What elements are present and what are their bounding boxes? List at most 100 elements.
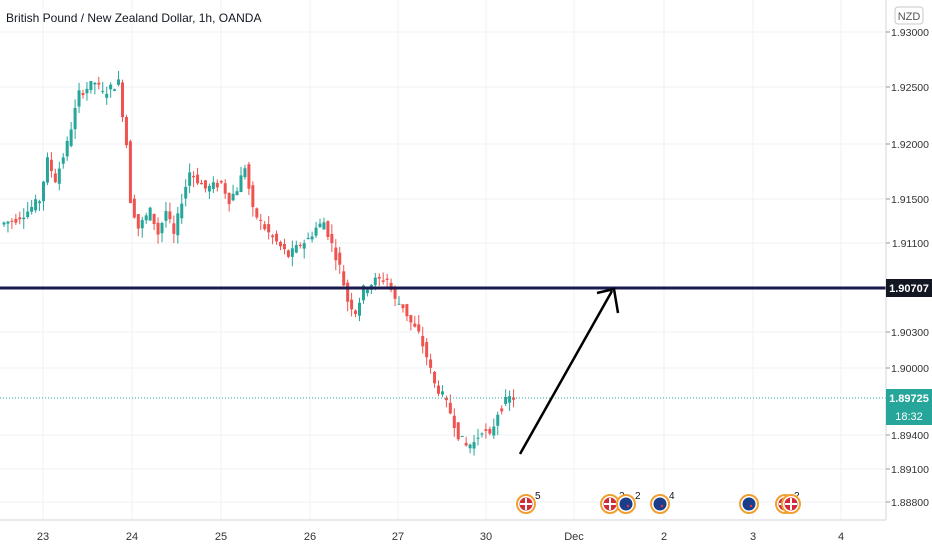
candle-body: [168, 211, 172, 220]
candle-body: [342, 271, 346, 286]
level-price-label: 1.90707: [889, 283, 929, 295]
candle-body: [203, 180, 207, 189]
currency-badge-label: NZD: [898, 11, 921, 23]
candle-body: [219, 180, 223, 183]
candle-body: [136, 214, 140, 229]
candle-body: [81, 93, 85, 96]
time-tick-label: 24: [126, 531, 138, 543]
candle-body: [385, 278, 389, 280]
candle-body: [160, 222, 164, 234]
countdown-label: 18:32: [895, 411, 923, 423]
candle-body: [263, 224, 267, 230]
price-tick-label: 1.90300: [891, 327, 929, 339]
candle-body: [365, 289, 369, 294]
nz-flag-icon[interactable]: [650, 494, 670, 514]
candle-body: [18, 217, 22, 220]
candle-body: [484, 429, 488, 431]
candle-body: [180, 203, 184, 219]
arrow-head-icon: [596, 287, 620, 314]
events-row[interactable]: 52242: [516, 491, 801, 514]
candle-body: [405, 304, 409, 317]
time-tick-label: 27: [392, 531, 404, 543]
time-tick-label: 25: [215, 531, 227, 543]
price-axis-bg: [886, 0, 932, 520]
candle-body: [42, 181, 45, 202]
candle-body: [156, 222, 160, 235]
candle-body: [361, 285, 365, 301]
projection-arrow[interactable]: [518, 290, 614, 455]
time-tick-label: Dec: [564, 531, 584, 543]
candle-body: [393, 287, 397, 299]
candle-body: [310, 236, 314, 240]
candle-body: [429, 359, 433, 368]
candle-body: [38, 201, 42, 204]
candle-body: [73, 107, 77, 130]
candle-body: [286, 250, 290, 257]
price-tick-label: 1.91500: [891, 194, 929, 206]
grid-layer: [0, 0, 886, 520]
candle-body: [417, 324, 421, 332]
candle-body: [508, 396, 512, 403]
candle-body: [282, 243, 286, 250]
chart-title: British Pound / New Zealand Dollar, 1h, …: [6, 11, 261, 25]
candle-body: [389, 282, 393, 290]
candle-body: [243, 168, 247, 178]
candle-body: [464, 442, 468, 446]
candle-body: [334, 247, 338, 261]
price-tick-label: 1.89100: [891, 464, 929, 476]
gb-flag-icon[interactable]: [600, 494, 620, 514]
candle-body: [200, 182, 203, 185]
candle-body: [271, 235, 275, 238]
candle-body: [512, 397, 516, 400]
nz-flag-icon[interactable]: [739, 494, 759, 514]
candle-body: [30, 206, 34, 212]
candle-body: [65, 140, 69, 157]
candle-body: [113, 89, 117, 91]
candle-body: [259, 219, 263, 221]
price-tick-label: 1.91100: [892, 238, 929, 250]
candle-body: [318, 223, 322, 228]
candle-body: [235, 191, 239, 196]
candle-body: [2, 222, 6, 225]
candle-body: [57, 168, 61, 184]
candle-body: [61, 157, 65, 164]
last-price-tag: [886, 389, 932, 425]
time-axis[interactable]: 23 24 25 26 27 30 Dec 2 3 4: [37, 531, 844, 543]
candle-body: [488, 428, 492, 434]
gb-flag-icon[interactable]: [516, 494, 536, 514]
candle-body: [326, 221, 330, 238]
candle-body: [480, 433, 484, 435]
candle-body: [444, 398, 448, 401]
candle-body: [85, 88, 89, 94]
price-axis[interactable]: 1.93000 1.92500 1.92000 1.91500 1.91100 1.903…: [886, 27, 929, 509]
time-tick-label: 26: [304, 531, 316, 543]
candle-body: [275, 233, 279, 242]
gb-flag-icon[interactable]: [781, 494, 801, 514]
candle-body: [346, 282, 350, 302]
candle-body: [93, 82, 97, 85]
candle-body: [152, 213, 156, 224]
candle-body: [69, 129, 73, 147]
time-tick-label: 23: [37, 531, 49, 543]
candle-body: [97, 82, 101, 85]
candle-body: [121, 82, 124, 118]
candle-body: [89, 81, 93, 91]
candle-body: [492, 426, 496, 436]
candle-body: [373, 277, 377, 286]
nz-flag-icon[interactable]: [616, 494, 636, 514]
level-price-tag: [886, 279, 932, 297]
candle-body: [196, 174, 200, 184]
candle-body: [140, 220, 144, 229]
candle-body: [381, 280, 385, 282]
candle-body: [279, 241, 282, 247]
candle-body: [227, 192, 231, 205]
candle-body: [413, 323, 417, 327]
candle-body: [109, 84, 113, 90]
candle-body: [460, 435, 464, 437]
candle-body: [338, 252, 342, 265]
candle-body: [223, 183, 227, 194]
currency-badge[interactable]: [894, 6, 924, 25]
candle-body: [302, 243, 306, 249]
